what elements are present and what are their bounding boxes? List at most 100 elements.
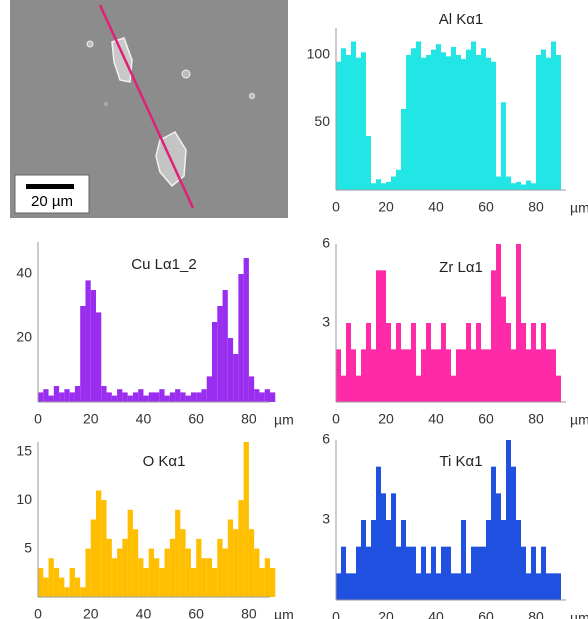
x-tick-label: 0 <box>34 606 42 619</box>
bar <box>526 180 531 190</box>
bar <box>416 41 421 190</box>
bar <box>259 567 265 597</box>
bar <box>238 500 244 597</box>
bar <box>356 57 361 191</box>
bar <box>148 392 154 402</box>
sem-image: 20 µm <box>10 0 288 218</box>
bar <box>206 558 212 597</box>
bar <box>506 440 511 600</box>
bar <box>471 546 476 600</box>
bar <box>85 280 91 402</box>
bar <box>426 323 431 402</box>
bar <box>431 49 436 190</box>
y-tick-label: 3 <box>322 511 330 527</box>
particle <box>86 40 94 48</box>
bar <box>376 179 381 190</box>
bar <box>406 546 411 600</box>
bar <box>196 392 202 402</box>
bar <box>90 290 96 402</box>
bar <box>406 349 411 402</box>
bar <box>496 176 501 190</box>
bar <box>521 184 526 190</box>
bar <box>190 392 197 402</box>
x-tick-label: 40 <box>428 199 444 215</box>
bar <box>74 577 81 597</box>
bar <box>546 349 551 402</box>
y-tick-label: 15 <box>16 442 32 458</box>
bar <box>138 389 144 402</box>
scale-bar <box>26 184 74 189</box>
bar <box>521 546 526 600</box>
bar <box>406 55 411 190</box>
bar <box>366 136 371 190</box>
bar <box>101 386 107 402</box>
bar <box>74 386 81 402</box>
bar <box>381 183 386 190</box>
bar <box>356 375 361 402</box>
chart-title: Al Kα1 <box>439 11 484 28</box>
particle <box>249 93 255 99</box>
bar <box>471 41 476 190</box>
bar <box>117 548 123 597</box>
bar <box>148 548 154 597</box>
bar <box>111 395 118 402</box>
bar <box>43 389 49 402</box>
bar <box>59 392 65 402</box>
bar <box>164 548 170 597</box>
bar <box>154 558 160 597</box>
bar <box>254 548 260 597</box>
bar <box>217 538 223 597</box>
bar <box>476 546 481 600</box>
bar <box>516 520 521 600</box>
bar <box>466 573 471 600</box>
bar <box>212 322 218 402</box>
bar <box>401 349 406 402</box>
bar <box>117 389 123 402</box>
y-tick-label: 20 <box>16 329 32 345</box>
bar <box>64 587 70 597</box>
bar <box>396 323 401 402</box>
bar <box>361 52 366 190</box>
bar <box>381 270 386 402</box>
bar <box>441 323 446 402</box>
y-tick-label: 5 <box>24 539 32 555</box>
bar <box>69 392 75 402</box>
bar <box>511 466 516 600</box>
bar <box>556 573 561 600</box>
chart: 5 10 15 0 20 40 60 80 µm O Kα1 <box>16 442 294 619</box>
bar <box>486 349 491 402</box>
bar <box>516 244 521 402</box>
bar <box>64 389 70 402</box>
bar <box>101 500 107 597</box>
bar <box>461 349 466 402</box>
bar <box>411 546 416 600</box>
bar <box>59 577 65 597</box>
bar <box>164 395 170 402</box>
x-tick-label: 60 <box>188 606 204 619</box>
bar <box>222 548 228 597</box>
bar <box>411 48 416 190</box>
bar <box>396 169 401 190</box>
bar <box>85 548 91 597</box>
bar <box>248 376 255 402</box>
bar <box>201 558 207 597</box>
bar <box>451 46 456 191</box>
bar <box>501 296 506 402</box>
bar <box>541 49 546 190</box>
bar <box>336 349 341 402</box>
bar <box>169 392 176 402</box>
bar <box>441 52 446 190</box>
bar <box>376 270 381 402</box>
bar <box>421 546 426 600</box>
bar <box>190 567 197 597</box>
bar <box>391 493 396 600</box>
chart-title: Zr Lα1 <box>439 259 483 276</box>
bar <box>132 529 139 597</box>
bar <box>264 558 270 597</box>
bar <box>175 509 181 597</box>
bar <box>206 376 212 402</box>
bar <box>341 48 346 190</box>
bar <box>401 520 406 600</box>
bar <box>426 573 431 600</box>
